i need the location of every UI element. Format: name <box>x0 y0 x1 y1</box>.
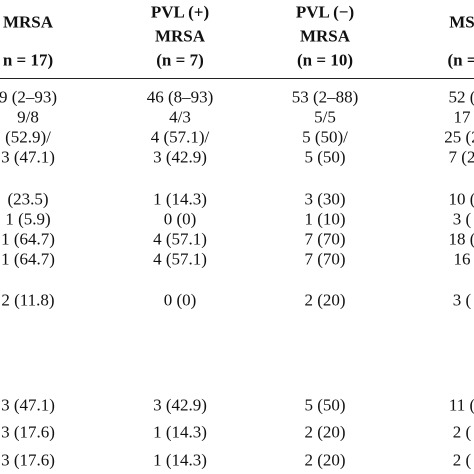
table-cell: 1 (64.7) <box>1 249 55 269</box>
table-cell: 1 (14.3) <box>153 450 207 470</box>
table-cell: 7 (2 <box>448 147 474 167</box>
table-cell: 2 ( <box>452 422 472 442</box>
table-cell: 4/3 <box>169 107 191 127</box>
table-cell: 3 (30) <box>304 189 346 209</box>
table-cell: 7 (70) <box>304 229 346 249</box>
table-cell: 3 ( <box>452 209 472 229</box>
table-cell: 53 (2–88) <box>291 87 359 107</box>
table-cell: 1 (10) <box>304 209 346 229</box>
table-cell: 17 <box>453 107 471 127</box>
table-cell: 5 (50)/ <box>302 127 348 147</box>
table-cell: 7 (70) <box>304 249 346 269</box>
header-cell: (n = <box>447 50 474 70</box>
header-rule <box>0 78 474 79</box>
table-cell: 1 (14.3) <box>153 422 207 442</box>
table-cell: 0 (0) <box>163 290 197 310</box>
table-cell: 4 (57.1)/ <box>150 127 210 147</box>
table-cell: 3 (17.6) <box>1 450 55 470</box>
header-cell: PVL (−) <box>295 2 355 22</box>
header-cell: (n = 10) <box>297 50 353 70</box>
header-cell: MS <box>449 12 474 32</box>
table-cell: 4 (57.1) <box>153 229 207 249</box>
table-cell: 5 (50) <box>304 147 346 167</box>
table-cell: 11 ( <box>448 395 474 415</box>
table-cell: 3 (42.9) <box>153 395 207 415</box>
table-cell: 5/5 <box>314 107 336 127</box>
table-cell: 3 (42.9) <box>153 147 207 167</box>
table-cell: 0 (0) <box>163 209 197 229</box>
table-cell: 25 (2 <box>444 127 474 147</box>
table-cell: 5 (50) <box>304 395 346 415</box>
table-cell: 3 (17.6) <box>1 422 55 442</box>
table-cell: 1 (5.9) <box>5 209 51 229</box>
table-cell: 2 ( <box>452 450 472 470</box>
table-cell: 10 ( <box>448 189 474 209</box>
table-cell: 2 (20) <box>304 450 346 470</box>
table-cell: 52 ( <box>448 87 474 107</box>
table-cell: 16 <box>453 249 471 269</box>
table-cell: 3 ( <box>452 290 472 310</box>
table-cell: 3 (47.1) <box>1 147 55 167</box>
table-cell: 9/8 <box>17 107 39 127</box>
table-cell: 4 (57.1) <box>153 249 207 269</box>
header-cell: MRSA <box>154 26 206 46</box>
header-cell: MRSA <box>2 12 54 32</box>
table-cell: 18 ( <box>448 229 474 249</box>
table-cell: 2 (11.8) <box>1 290 55 310</box>
table-cell: 1 (14.3) <box>153 189 207 209</box>
header-cell: MRSA <box>299 26 351 46</box>
table-cell: 3 (47.1) <box>1 395 55 415</box>
table-cell: (52.9)/ <box>5 127 51 147</box>
table-cell: 2 (20) <box>304 422 346 442</box>
table-cell: 2 (20) <box>304 290 346 310</box>
table-cell: (23.5) <box>7 189 49 209</box>
header-cell: n = 17) <box>2 50 54 70</box>
header-cell: PVL (+) <box>150 2 210 22</box>
header-cell: (n = 7) <box>156 50 204 70</box>
table-cell: 1 (64.7) <box>1 229 55 249</box>
table-cell: 9 (2–93) <box>0 87 58 107</box>
table-cell: 46 (8–93) <box>146 87 214 107</box>
